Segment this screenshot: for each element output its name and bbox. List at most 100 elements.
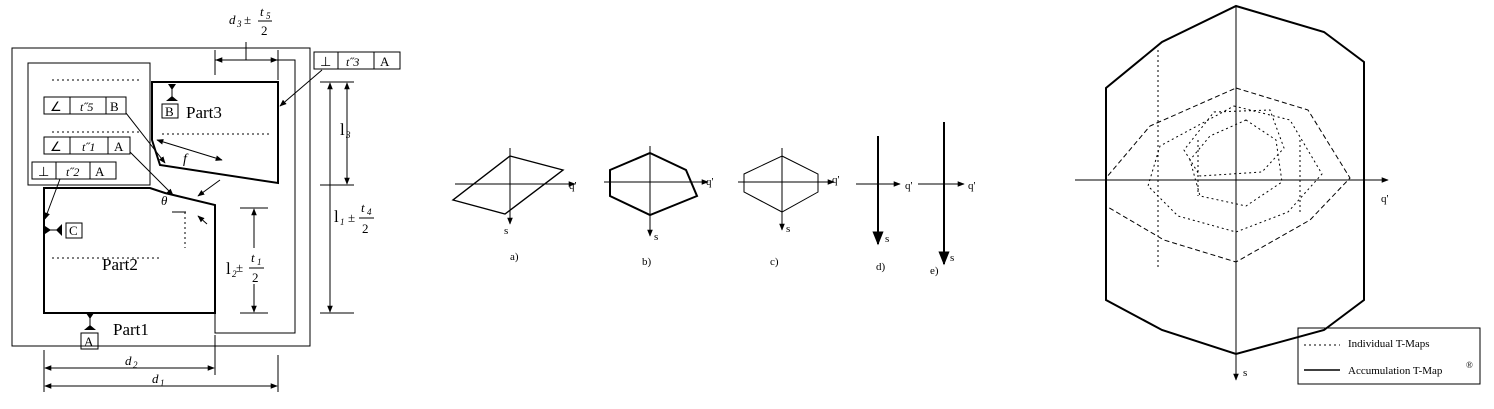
fcf-angle-a-value: t˝1 [82,140,95,154]
individual-tmap-3 [1183,109,1285,177]
tmap-b: q' s b) [604,146,714,268]
dim-l3-name: l [340,120,345,139]
dim-d1: d 1 [152,371,165,388]
fcf-angle-a-datum: A [114,139,124,154]
dim-d2-sub: 2 [133,360,138,370]
legend-registered-mark: ® [1466,360,1473,370]
accumulation-polygon [1105,4,1365,356]
dim-l3-sub: 3 [345,130,351,140]
fcf-angle-a: ∠ t˝1 A [43,136,174,196]
dim-l1: l 1 ± t 4 2 [334,200,374,236]
fcf-angle-b-value: t˝5 [80,100,93,114]
dim-d1-sub: 1 [160,378,165,388]
legend-box [1297,327,1481,385]
dim-l2-sub: 2 [232,269,237,279]
part1-outline [11,47,311,347]
tmap-a-shape [451,155,565,215]
individual-tmap-2 [1147,105,1323,233]
accumulation-tmap: q' s Individual T-Maps Accumulation T-Ma… [1075,4,1481,385]
tmap-e-q-label: q' [968,180,976,192]
tmap-d-letter: d) [876,261,886,273]
part1-slot-top [214,59,296,188]
dim-d3-den: 2 [261,23,268,38]
dim-l2-name: l [226,259,231,278]
dim-d3-name: d [229,12,236,27]
accum-s-label: s [1243,367,1247,379]
dim-l2-num-sub: 1 [257,257,262,267]
tmap-e-letter: e) [930,265,939,277]
fcf-perp-left-symbol: ⊥ [38,164,49,179]
tmap-c: q' s c) [738,148,840,268]
tmap-b-shape [609,151,699,217]
tmap-e: q' s e) [918,122,976,277]
tmap-b-q-label: q' [706,176,714,188]
dim-d3: d 3 ± t 5 2 [229,4,272,38]
dim-l2-pm: ± [236,260,243,275]
tmap-d: q' s d) [856,136,913,273]
assembly-drawing: Part3 Part2 Part1 B C A [11,4,401,392]
dim-d3-pm: ± [244,12,251,27]
dim-d2-name: d [125,353,132,368]
dim-d3-sub: 3 [236,19,242,29]
fcf-perp-left-datum: A [95,164,105,179]
dim-l1-sub: 1 [340,217,345,227]
dim-d3-num-sub: 5 [266,11,271,21]
fcf-perp-left-value: t˝2 [66,165,79,179]
datum-c: C [45,222,83,239]
tmap-c-shape [743,155,819,213]
tmap-c-s-label: s [786,223,790,235]
datum-b: B [161,84,179,119]
fcf-perp-top-value: t˝3 [346,55,359,69]
accum-q-label: q' [1381,193,1389,205]
dim-l1-pm: ± [348,210,355,225]
part3-label: Part3 [186,103,222,122]
tmap-d-q-label: q' [905,180,913,192]
dim-l1-name: l [334,207,339,226]
part1-slot-right [214,188,296,334]
theta-leader-2 [197,215,208,225]
tmap-b-s-label: s [654,231,658,243]
fcf-angle-a-symbol: ∠ [50,139,62,154]
part2-outline [43,187,216,314]
dim-d2: d 2 [125,353,138,370]
part3-slot-outline [27,62,151,186]
individual-tmap-4 [1189,119,1283,207]
legend-individual-label: Individual T-Maps [1348,338,1430,350]
part3-outline [151,81,279,185]
fcf-perp-left: ⊥ t˝2 A [31,161,117,220]
part1-label: Part1 [113,320,149,339]
fcf-perp-top: ⊥ t˝3 A [279,51,401,107]
datum-c-label: C [69,223,78,238]
dim-d1-name: d [152,371,159,386]
fcf-perp-top-symbol: ⊥ [320,54,331,69]
tmap-a: q' s a) [451,148,577,263]
dim-l1-num-sub: 4 [367,207,372,217]
datum-a-label: A [84,334,94,349]
tmap-a-q-label: q' [569,180,577,192]
legend: Individual T-Maps Accumulation T-Map ® [1297,327,1481,385]
dim-l3: l 3 [340,120,351,140]
theta-leader [197,179,221,197]
tmap-c-letter: c) [770,256,779,268]
dim-l2-num: t [251,250,255,265]
tmap-e-s-label: s [950,252,954,264]
dim-l2-den: 2 [252,270,259,285]
dim-f-line [156,139,223,161]
fcf-perp-top-datum: A [380,54,390,69]
dim-l2: l 2 ± t 1 2 [226,250,264,285]
angle-theta-label: θ [161,193,168,208]
tmap-a-s-label: s [504,225,508,237]
dim-l1-num: t [361,200,365,215]
tmap-c-q-label: q' [832,174,840,186]
fcf-angle-b: ∠ t˝5 B [43,96,166,164]
tmap-b-letter: b) [642,256,652,268]
fcf-angle-b-datum: B [110,99,119,114]
datum-b-label: B [165,104,174,119]
dim-f-label: f [183,152,189,167]
tmap-d-s-label: s [885,233,889,245]
fcf-angle-b-symbol: ∠ [50,99,62,114]
datum-a: A [80,313,99,350]
dim-d3-num: t [260,4,264,19]
legend-accumulation-label: Accumulation T-Map [1348,365,1443,377]
